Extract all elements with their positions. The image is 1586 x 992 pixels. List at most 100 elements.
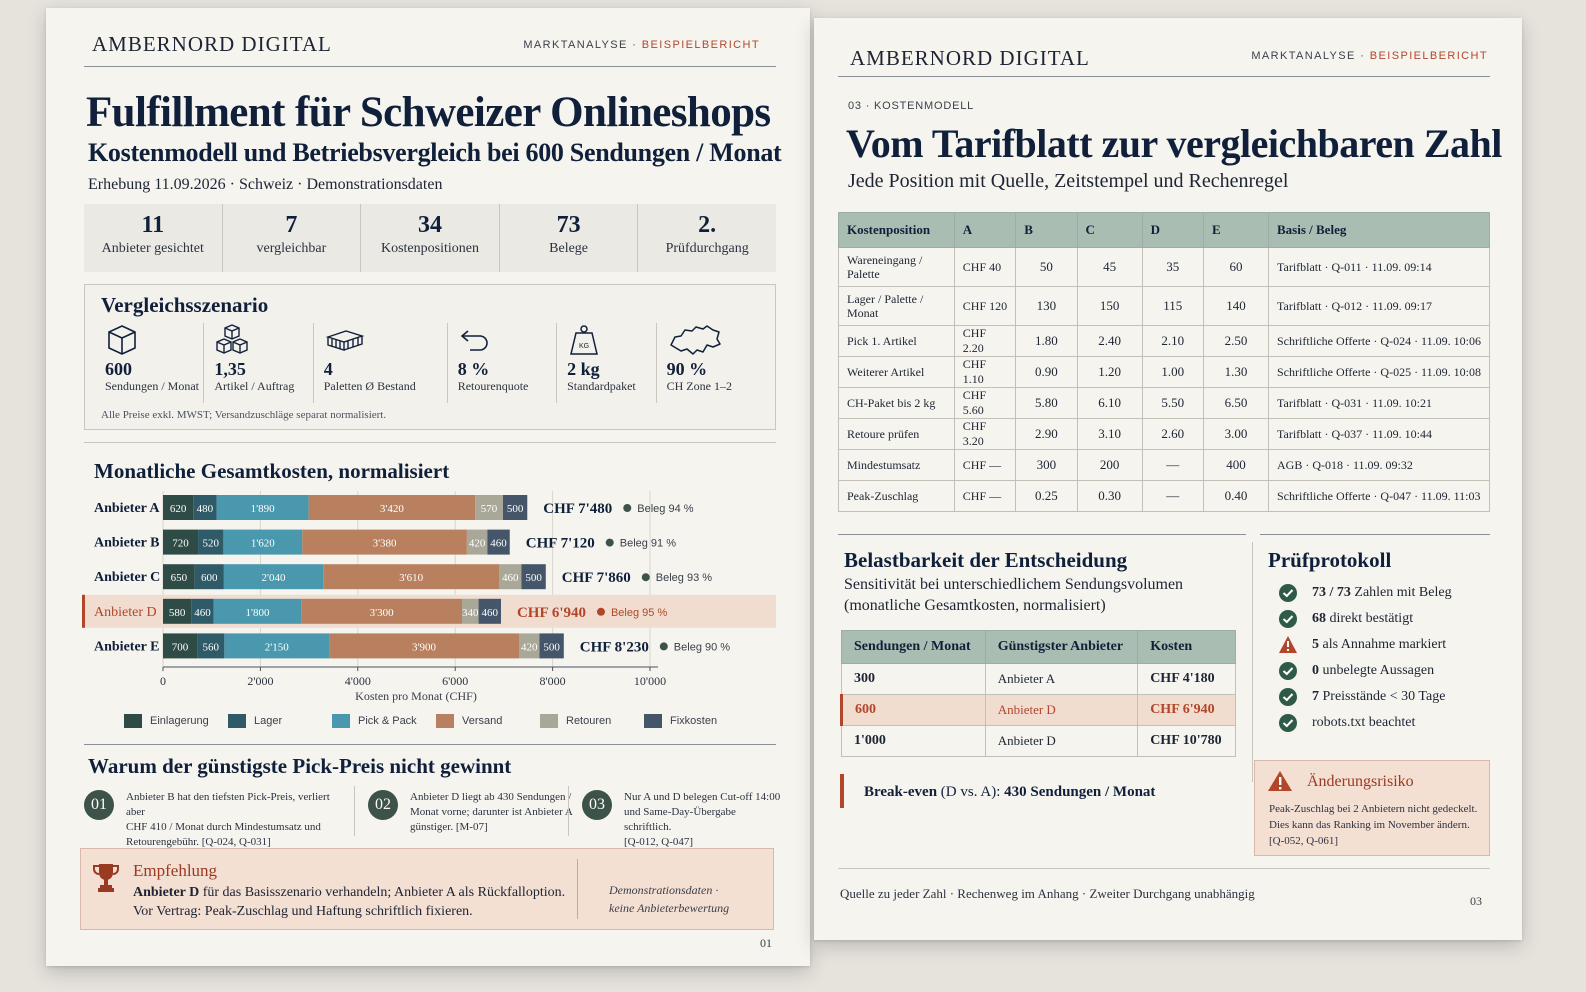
chart-x-tick-label: 4'000	[345, 674, 371, 688]
chart-segment-label: 460	[194, 607, 211, 619]
page-subtitle: Kostenmodell und Betriebsvergleich bei 6…	[88, 138, 782, 167]
table-cell: CHF 6'940	[1137, 694, 1236, 726]
chart-x-tick-label: 10'000	[634, 674, 666, 688]
risk-box: Änderungsrisiko Peak-Zuschlag bei 2 Anbi…	[1254, 760, 1490, 856]
breakeven-marker	[840, 774, 844, 808]
protocol-item-text: 73 / 73 Zahlen mit Beleg	[1312, 585, 1452, 600]
table-cell: Mindestumsatz	[838, 449, 955, 481]
table-header-cell: Kostenposition	[838, 212, 955, 248]
report-kicker: MARKTANALYSE · BEISPIELBERICHT	[523, 39, 760, 51]
cost-chart: Monatliche Gesamtkosten, normalisiert An…	[82, 459, 776, 703]
scenario-zone-share: 90 % CH Zone 1–2	[657, 323, 765, 403]
warning-icon	[1279, 636, 1297, 653]
check-icon	[1279, 584, 1297, 602]
chart-bar-segment	[198, 529, 224, 555]
table-cell: 50	[1015, 247, 1078, 287]
table-row: Weiterer Artikel CHF 1.10 0.90 1.20 1.00 1.30…	[838, 356, 1490, 388]
chart-title: Monatliche Gesamtkosten, normalisiert	[94, 459, 449, 483]
protocol-item: robots.txt beachtet	[1278, 710, 1452, 736]
table-row: 600 Anbieter D CHF 6'940	[840, 694, 1236, 726]
table-cell: 3.00	[1202, 418, 1270, 450]
table-row: Mindestumsatz CHF —300 200—400 AGB · Q-018 …	[838, 449, 1490, 481]
chart-segment-label: 620	[170, 503, 187, 515]
chart-bar-segment	[329, 633, 519, 659]
table-cell: CHF 40	[953, 247, 1017, 287]
chart-segment-label: 720	[172, 538, 189, 550]
protocol-item-text: 0 unbelegte Aussagen	[1312, 663, 1435, 678]
table-cell: Anbieter D	[984, 694, 1139, 726]
table-cell: CHF 10'780	[1137, 725, 1236, 757]
brand-name: AMBERNORD DIGITAL	[92, 32, 332, 56]
kicker-accent: BEISPIELBERICHT	[641, 39, 760, 51]
evidence-dot	[659, 642, 668, 651]
table-cell: 35	[1141, 247, 1204, 287]
boxes-icon	[216, 324, 249, 354]
check-icon	[1279, 688, 1297, 706]
stat-review-pass: 2. Prüfdurchgang	[665, 212, 749, 256]
table-cell: 5.50	[1141, 387, 1204, 419]
chart-segment-label: 2'040	[262, 572, 286, 584]
chart-segment-label: 1'800	[245, 607, 269, 619]
table-cell: 400	[1202, 449, 1270, 481]
scenario-items-per-order: 1,35 Artikel / Auftrag	[204, 323, 314, 403]
chart-bar-segment	[518, 633, 540, 659]
chart-bar-segment	[197, 633, 225, 659]
resilience-subtitle-1: Sensitivität bei unterschiedlichem Sendu…	[844, 576, 1184, 593]
chart-x-tick-label: 6'000	[442, 674, 468, 688]
recommendation-box: Empfehlung Anbieter D für das Basisszena…	[80, 848, 774, 930]
reason-divider	[354, 786, 355, 836]
table-cell: 45	[1076, 247, 1143, 287]
risk-title: Änderungsrisiko	[1307, 773, 1414, 790]
chart-bar-segment	[163, 495, 194, 520]
table-row: Pick 1. Artikel CHF 2.20 1.80 2.40 2.10 2.50 S…	[838, 325, 1490, 357]
table-cell: 2.90	[1015, 418, 1078, 450]
chart-segment-label: 420	[521, 641, 538, 653]
table-cell: 0.90	[1015, 356, 1078, 388]
chart-bar-segment	[499, 564, 522, 590]
check-icon	[1279, 662, 1297, 680]
chart-category-label: Anbieter D	[94, 605, 157, 620]
legend-item: Pick & Pack	[332, 714, 436, 728]
scenario-package-weight: KG 2 kg Standardpaket	[557, 323, 657, 403]
header-rule	[84, 66, 776, 67]
chart-evidence-label: Beleg 90 %	[674, 641, 730, 653]
chart-segment-label: 500	[543, 641, 560, 653]
protocol-item: 5 als Annahme markiert	[1278, 632, 1452, 658]
table-header-cell: D	[1141, 212, 1204, 248]
table-cell: Weiterer Artikel	[838, 356, 955, 388]
chart-bar-segment	[163, 564, 195, 590]
scenario-box: Vergleichsszenario 600 Sendungen / Monat…	[84, 284, 776, 430]
table-row: 300 Anbieter A CHF 4'180	[841, 663, 1236, 695]
chart-x-tick-label: 8'000	[540, 674, 566, 688]
evidence-dot	[605, 538, 614, 547]
kicker-separator: ·	[1360, 50, 1366, 62]
stat-comparable: 7 vergleichbar	[223, 204, 362, 272]
chart-bar-segment	[223, 564, 324, 590]
chart-bar-segment	[163, 529, 199, 555]
pallet-icon	[325, 330, 364, 351]
chart-segment-label: 520	[202, 538, 219, 550]
chart-segment-label: 560	[202, 641, 219, 653]
legend-swatch	[436, 714, 454, 728]
chart-bar-segment	[475, 495, 503, 520]
kicker-accent: BEISPIELBERICHT	[1369, 50, 1488, 62]
table-cell: Tarifblatt · Q-012 · 11.09. 09:17	[1268, 286, 1490, 326]
chart-segment-label: 3'420	[380, 503, 404, 515]
chart-segment-label: 1'890	[251, 503, 275, 515]
scenario-shipments: 600 Sendungen / Monat	[95, 323, 205, 403]
weight-icon: KG	[570, 325, 599, 355]
table-cell: CHF 2.20	[953, 325, 1017, 357]
chart-bar-segment	[163, 598, 192, 624]
chart-bar-segment	[223, 529, 303, 555]
evidence-dot	[623, 504, 632, 512]
scenario-note: Alle Preise exkl. MWST; Versandzuschläge…	[101, 409, 387, 421]
table-cell: Lager / Palette / Monat	[838, 286, 955, 326]
table-cell: Peak-Zuschlag	[838, 480, 955, 512]
protocol-item-text: robots.txt beachtet	[1312, 715, 1416, 730]
survey-meta: Erhebung 11.09.2026 · Schweiz · Demonstr…	[88, 176, 443, 193]
protocol-item: 73 / 73 Zahlen mit Beleg	[1278, 580, 1452, 606]
table-cell: 2.40	[1076, 325, 1143, 357]
chart-segment-label: 420	[469, 538, 486, 550]
table-cell: —	[1141, 449, 1204, 481]
trophy-icon	[93, 864, 119, 892]
